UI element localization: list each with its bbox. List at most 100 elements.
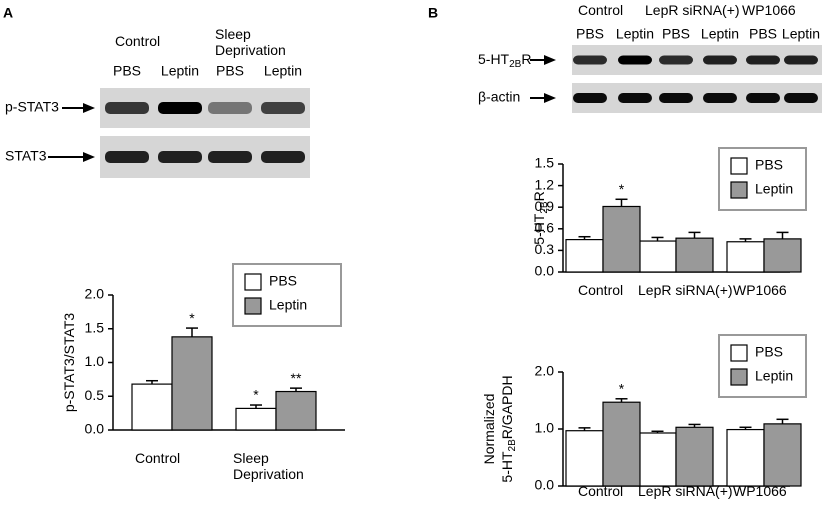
blot-band [784,93,818,103]
blot-row-label-part: 5-HT [478,51,510,67]
x-tick-label: Control [578,282,624,298]
bar [726,428,765,487]
bar [565,430,604,487]
blot-band [659,93,693,103]
legend-swatch [244,297,262,315]
legend-box [232,263,342,327]
blot-strip [572,45,822,75]
bar [131,383,173,431]
legend-label: PBS [269,273,297,289]
blot-band [573,55,607,65]
lane-label: PBS [113,63,141,79]
y-tick-label: 0.3 [535,241,555,257]
lane-label: Leptin [161,63,199,79]
y-tick-label: 0.0 [535,263,555,279]
blot-band [261,151,305,163]
blot-band [158,102,202,114]
x-tick-label: Sleep Deprivation [233,450,304,482]
bar [638,240,677,273]
y-tick-label: 2.0 [535,363,555,379]
lane-label: PBS [216,63,244,79]
y-tick-label: 1.5 [535,155,555,171]
y-axis-label-part: 5-HT [531,213,547,245]
blot-band [618,93,652,103]
lane-label: PBS [576,26,604,42]
y-tick-label: 0.0 [85,421,105,437]
significance-marker: * [619,380,625,396]
blot-group-label: Sleep Deprivation [215,26,286,58]
lane-label: Leptin [264,63,302,79]
blot-group-label: WP1066 [742,2,796,18]
x-tick-label: WP1066 [733,282,787,298]
y-axis-label: 5-HT2BR [531,191,550,244]
y-axis-label-part: Normalized [481,394,497,465]
blot-row-label-part: 2B [509,59,522,70]
y-axis-label-part: 2B [507,439,518,452]
bar [638,432,677,487]
blot-band [105,151,149,163]
bar [726,241,765,273]
x-tick-label: Control [578,483,624,499]
lane-label: Leptin [782,26,820,42]
y-axis-label-part: 2B [539,201,550,214]
y-axis-label-part: R [531,191,547,201]
blot-band [703,93,737,103]
bar [675,237,714,273]
blot-band [261,102,305,114]
y-tick-label: 1.5 [85,319,105,335]
legend-swatch [730,344,748,362]
legend-swatch [244,273,262,291]
y-axis-label: Normalized [481,394,497,465]
blot-band [158,151,202,163]
significance-marker: * [619,181,625,197]
bar [763,423,802,487]
bar [675,426,714,487]
blot-band [784,55,818,65]
legend-swatch [730,157,748,175]
blot-band [105,102,149,114]
bar [565,239,604,273]
legend-box [718,334,807,398]
blot-row-label: 5-HT2BR [478,51,531,70]
blot-row-label: STAT3 [5,148,47,164]
arrow-head [83,103,95,113]
blot-band [618,55,652,65]
arrow-head [83,152,95,162]
legend-label: Leptin [755,181,793,197]
lane-label: PBS [662,26,690,42]
blot-group-label: Control [115,33,161,49]
x-tick-label: LepR siRNA(+) [638,483,733,499]
bar [602,205,641,273]
legend-swatch [730,368,748,386]
blot-band [208,151,252,163]
legend-label: Leptin [755,368,793,384]
legend-swatch [730,181,748,199]
x-tick-label: LepR siRNA(+) [638,282,733,298]
y-tick-label: 1.0 [85,353,105,369]
blot-band [703,55,737,65]
bar [602,401,641,487]
blot-band [746,93,780,103]
legend-box [718,147,807,211]
panel-label: B [428,5,438,21]
bar [235,407,277,431]
y-tick-label: 0.5 [85,387,105,403]
blot-strip [572,83,822,113]
arrow-head [544,55,556,65]
lane-label: Leptin [701,26,739,42]
lane-label: Leptin [616,26,654,42]
legend-label: Leptin [269,297,307,313]
legend-label: PBS [755,344,783,360]
bar [275,390,317,431]
significance-marker: * [189,310,195,326]
blot-band [208,102,252,114]
x-tick-label: WP1066 [733,483,787,499]
panel-label: A [3,5,13,21]
blot-band [659,55,693,65]
blot-row-label: p-STAT3 [5,99,59,115]
y-axis-label-part: R/GAPDH [499,375,515,439]
x-tick-label: Control [135,450,181,466]
lane-label: PBS [749,26,777,42]
y-tick-label: 0.9 [535,198,555,214]
